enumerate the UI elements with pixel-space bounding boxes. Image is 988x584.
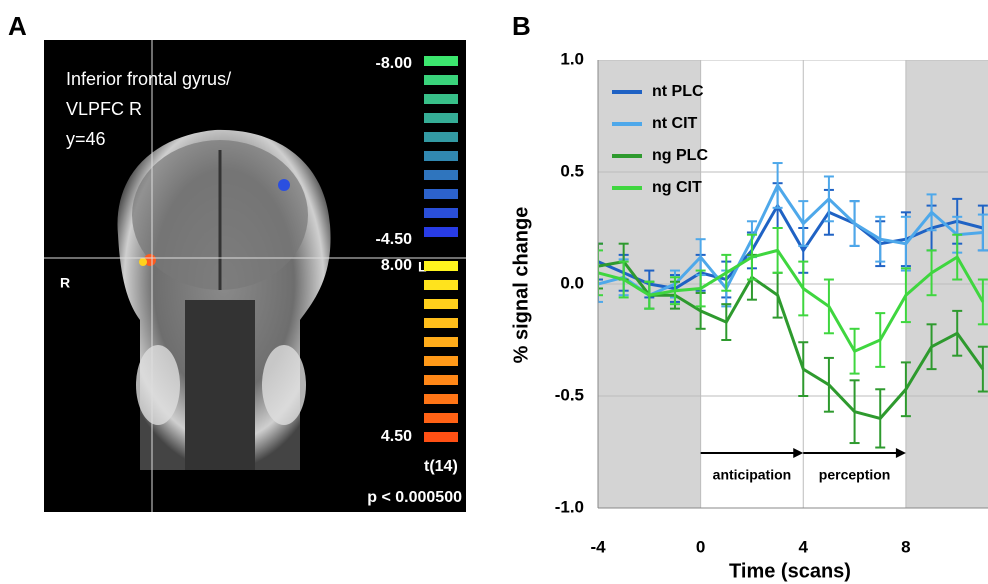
x-tick-label: 0 (696, 537, 705, 556)
swatch (424, 75, 458, 85)
brain-image (117, 129, 331, 470)
legend-label: ng PLC (652, 147, 708, 164)
swatch (424, 394, 458, 404)
threshold: p < 0.000500 (367, 489, 462, 506)
swatch (424, 132, 458, 142)
panel-label: B (512, 11, 531, 41)
scale-label: -8.00 (376, 55, 413, 72)
colorbar (424, 56, 458, 442)
scale-label: 8.00 (381, 257, 412, 274)
series-line (598, 202, 984, 291)
y-axis-label: % signal change (510, 207, 532, 364)
swatch (424, 208, 458, 218)
swatch (424, 299, 458, 309)
swatch (424, 413, 458, 423)
swatch (424, 113, 458, 123)
annotation-text: anticipation (713, 467, 792, 483)
side-label: L (418, 259, 427, 275)
swatch (424, 227, 458, 237)
swatch (424, 356, 458, 366)
swatch (424, 151, 458, 161)
y-tick-label: 0.5 (560, 161, 584, 180)
scale-label: -4.50 (376, 231, 413, 248)
y-tick-label: -1.0 (555, 497, 584, 516)
swatch (424, 261, 458, 271)
plot-area (598, 60, 988, 509)
annotation-text: perception (819, 467, 891, 483)
legend-label: nt PLC (652, 83, 704, 100)
legend-label: nt CIT (652, 115, 698, 132)
swatch (424, 280, 458, 290)
series-line (598, 248, 985, 354)
y-tick-label: 0.0 (560, 273, 584, 292)
x-tick-label: 8 (901, 537, 910, 556)
panel-label: A (8, 11, 27, 41)
scale-label: 4.50 (381, 428, 412, 445)
x-tick-label: 4 (799, 537, 809, 556)
swatch (424, 375, 458, 385)
arrow-head (895, 448, 906, 458)
x-tick-label: -4 (590, 537, 606, 556)
statistic: t(14) (424, 458, 458, 475)
side-label: R (60, 275, 70, 291)
swatch (424, 318, 458, 328)
x-axis-label: Time (scans) (729, 560, 851, 582)
arrow-head (793, 448, 804, 458)
series-line (598, 259, 985, 421)
swatch (424, 170, 458, 180)
region-text: Inferior frontal gyrus/ (66, 69, 231, 89)
swatch (424, 56, 458, 66)
swatch (424, 337, 458, 347)
y-tick-label: -0.5 (555, 385, 584, 404)
swatch (424, 432, 458, 442)
region-text: VLPFC R (66, 99, 142, 119)
y-tick-label: 1.0 (560, 49, 584, 68)
swatch (424, 94, 458, 104)
series-line (598, 182, 984, 297)
region-text: y=46 (66, 129, 106, 149)
legend-label: ng CIT (652, 179, 702, 196)
swatch (424, 189, 458, 199)
